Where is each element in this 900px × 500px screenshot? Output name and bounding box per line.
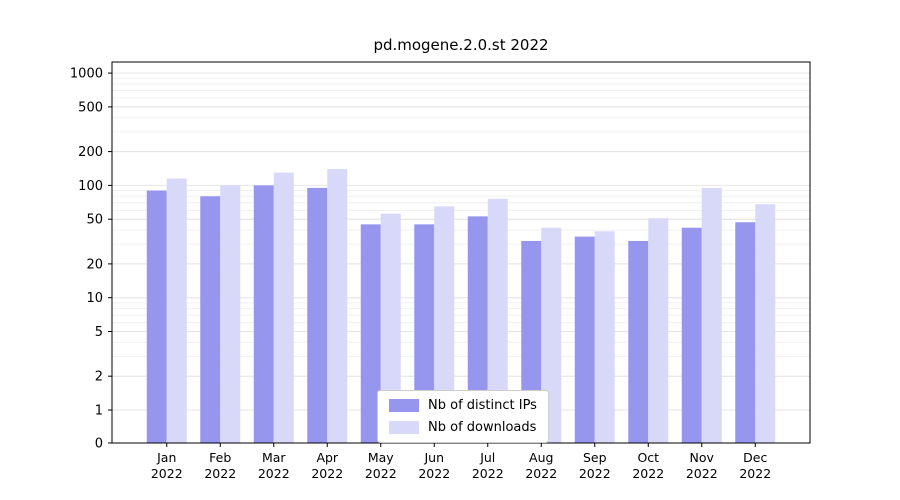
bar-distinct-ips-Jul bbox=[467, 216, 488, 443]
x-tick-label-month: Oct bbox=[637, 450, 659, 465]
bar-downloads-Mar bbox=[273, 172, 294, 443]
x-tick-label-year: 2022 bbox=[686, 466, 718, 481]
bar-distinct-ips-Sep bbox=[574, 236, 595, 443]
y-tick-label: 10 bbox=[86, 291, 103, 306]
x-tick-label-year: 2022 bbox=[365, 466, 397, 481]
bar-distinct-ips-Dec bbox=[735, 222, 756, 443]
x-tick-label-year: 2022 bbox=[204, 466, 236, 481]
y-tick-label: 50 bbox=[86, 213, 103, 228]
legend-swatch-distinct-ips bbox=[389, 399, 419, 412]
x-tick-label-year: 2022 bbox=[525, 466, 557, 481]
x-tick-label-month: May bbox=[368, 450, 394, 465]
x-tick-label-month: Jan bbox=[156, 450, 176, 465]
y-tick-label: 20 bbox=[86, 257, 103, 272]
y-tick-label: 0 bbox=[95, 437, 103, 452]
x-tick-label-month: Sep bbox=[583, 450, 607, 465]
x-tick-label-year: 2022 bbox=[579, 466, 611, 481]
y-tick-label: 5 bbox=[95, 325, 103, 340]
bar-distinct-ips-May bbox=[360, 224, 381, 443]
legend-label-downloads: Nb of downloads bbox=[428, 420, 537, 435]
y-tick-label: 1000 bbox=[70, 67, 103, 82]
x-tick-label-year: 2022 bbox=[472, 466, 504, 481]
bar-downloads-Nov bbox=[701, 187, 722, 443]
bar-distinct-ips-Jan bbox=[146, 190, 167, 443]
x-tick-label-month: Apr bbox=[316, 450, 338, 465]
y-tick-label: 2 bbox=[95, 370, 103, 385]
x-tick-label-year: 2022 bbox=[311, 466, 343, 481]
bar-distinct-ips-Jun bbox=[414, 224, 435, 443]
x-tick-label-month: Mar bbox=[262, 450, 286, 465]
x-tick-label-month: Dec bbox=[743, 450, 767, 465]
legend-swatch-downloads bbox=[389, 421, 419, 434]
legend-label-distinct-ips: Nb of distinct IPs bbox=[428, 398, 537, 413]
bar-downloads-Feb bbox=[220, 185, 241, 443]
y-tick-label: 500 bbox=[78, 100, 103, 115]
bar-distinct-ips-Oct bbox=[628, 240, 649, 443]
bar-distinct-ips-Feb bbox=[200, 196, 221, 443]
legend: Nb of distinct IPs Nb of downloads bbox=[377, 390, 549, 443]
y-tick-label: 1 bbox=[95, 404, 103, 419]
bar-distinct-ips-Apr bbox=[307, 187, 328, 443]
y-tick-label: 100 bbox=[78, 179, 103, 194]
bar-downloads-Jul bbox=[487, 198, 508, 443]
bar-downloads-May bbox=[380, 213, 401, 443]
plot-frame bbox=[111, 61, 811, 444]
bar-distinct-ips-Nov bbox=[681, 227, 702, 443]
bar-downloads-Jan bbox=[166, 178, 187, 444]
x-tick-label-month: Jul bbox=[479, 450, 495, 465]
bar-downloads-Oct bbox=[648, 218, 669, 443]
x-tick-label-year: 2022 bbox=[258, 466, 290, 481]
y-tick-label: 200 bbox=[78, 145, 103, 160]
x-tick-label-month: Aug bbox=[529, 450, 553, 465]
x-tick-label-year: 2022 bbox=[632, 466, 664, 481]
x-tick-label-year: 2022 bbox=[151, 466, 183, 481]
legend-item-downloads: Nb of downloads bbox=[389, 420, 537, 435]
x-tick-label-month: Feb bbox=[209, 450, 231, 465]
chart-title: pd.mogene.2.0.st 2022 bbox=[373, 36, 549, 54]
bar-downloads-Jun bbox=[434, 206, 455, 443]
bar-downloads-Aug bbox=[541, 227, 562, 443]
x-tick-label-year: 2022 bbox=[739, 466, 771, 481]
bar-downloads-Sep bbox=[594, 231, 615, 443]
bar-downloads-Apr bbox=[327, 168, 348, 444]
legend-item-distinct-ips: Nb of distinct IPs bbox=[389, 398, 537, 413]
x-tick-label-month: Nov bbox=[690, 450, 715, 465]
x-tick-label-year: 2022 bbox=[418, 466, 450, 481]
bar-distinct-ips-Mar bbox=[253, 185, 274, 443]
bar-downloads-Dec bbox=[755, 204, 776, 443]
x-tick-label-month: Jun bbox=[423, 450, 444, 465]
